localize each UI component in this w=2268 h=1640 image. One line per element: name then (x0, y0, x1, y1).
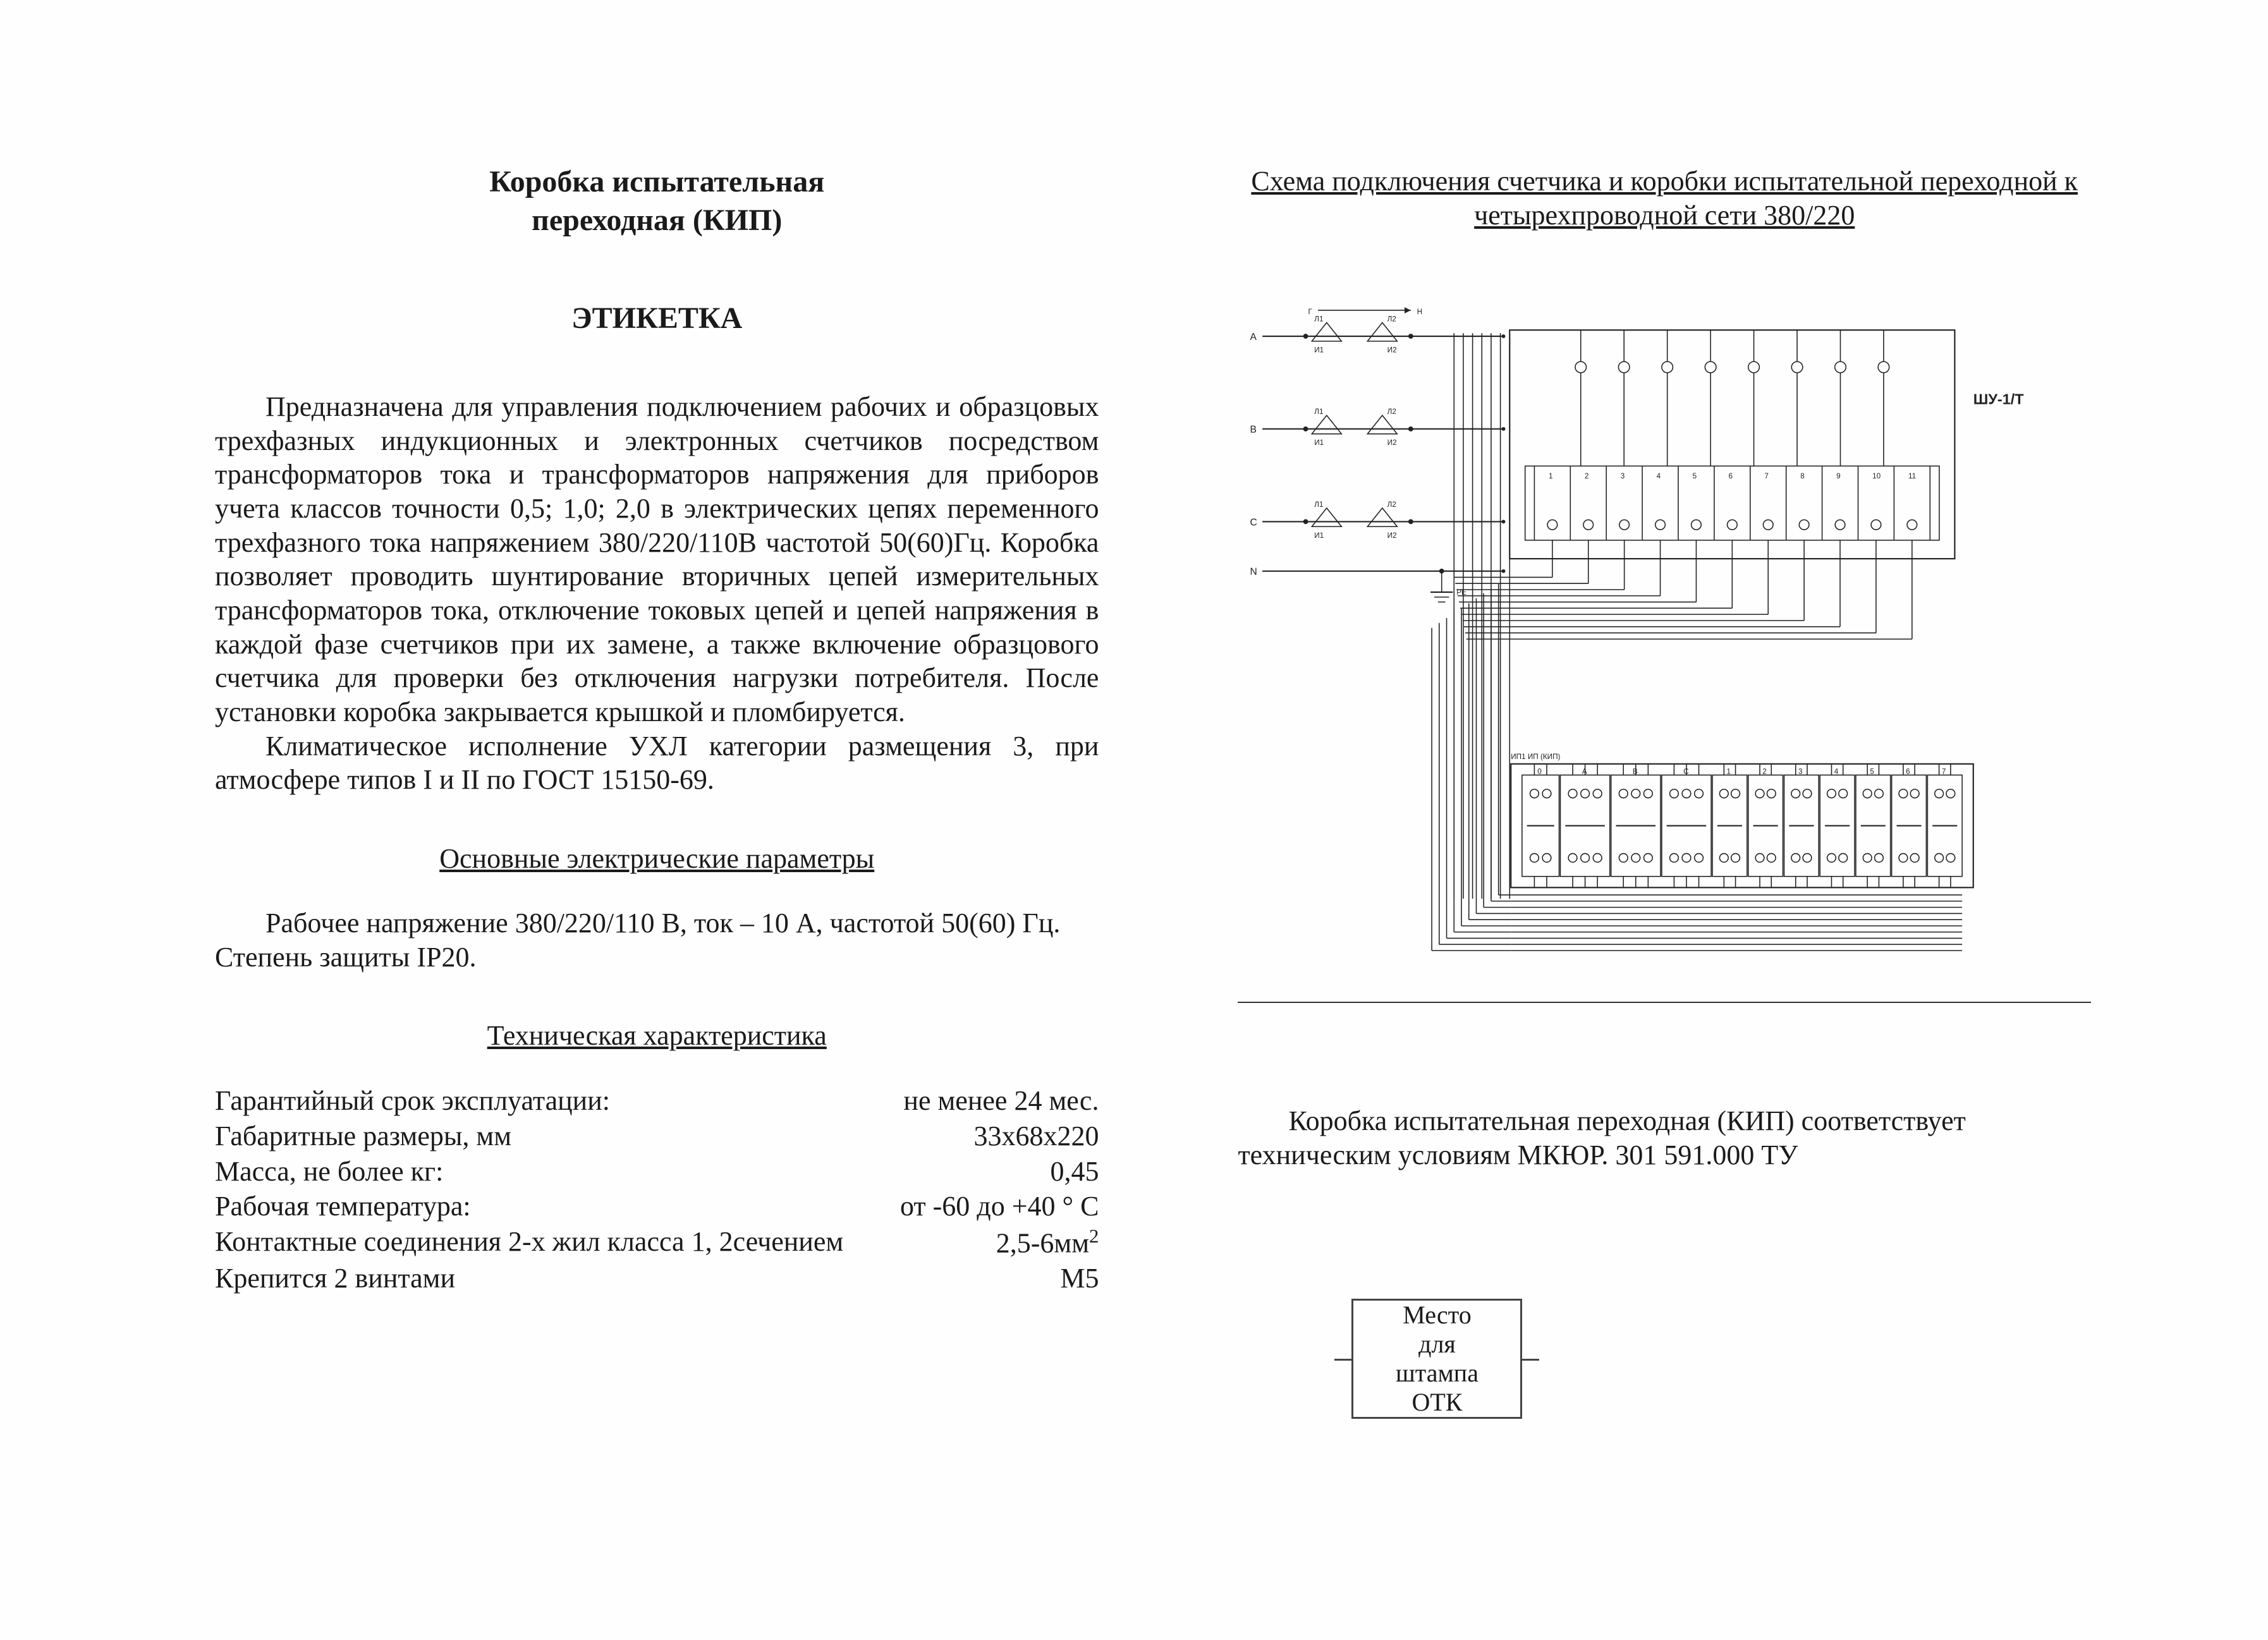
section-electrical-params: Основные электрические параметры (215, 842, 1099, 875)
svg-text:И2: И2 (1387, 439, 1397, 447)
svg-text:8: 8 (1801, 472, 1805, 480)
stamp-line: штампа (1396, 1359, 1478, 1388)
stamp-line: для (1418, 1330, 1456, 1359)
svg-text:И1: И1 (1315, 531, 1324, 540)
table-row: Контактные соединения 2-х жил класса 1, … (215, 1224, 1099, 1261)
compliance-text: Коробка испытательная переходная (КИП) с… (1238, 1104, 2091, 1172)
section-tech-spec: Техническая характеристика (215, 1019, 1099, 1052)
schema-title: Схема подключения счетчика и коробки исп… (1238, 164, 2091, 232)
table-row: Масса, не более кг:0,45 (215, 1154, 1099, 1189)
params-text: Рабочее напряжение 380/220/110 В, ток – … (215, 906, 1099, 974)
svg-text:C: C (1250, 518, 1257, 528)
svg-text:1: 1 (1549, 472, 1553, 480)
svg-text:Л1: Л1 (1315, 501, 1324, 509)
table-row: Рабочая температура:от -60 до +40 ° С (215, 1189, 1099, 1224)
intro-paragraph-1: Предназначена для управления подключение… (215, 390, 1099, 729)
svg-text:4: 4 (1657, 472, 1661, 480)
svg-text:11: 11 (1908, 472, 1916, 480)
svg-text:B: B (1250, 425, 1257, 435)
table-row: Гарантийный срок эксплуатации:не менее 2… (215, 1083, 1099, 1119)
svg-text:7: 7 (1942, 768, 1946, 776)
svg-text:2: 2 (1585, 472, 1589, 480)
table-row: Крепится 2 винтамиМ5 (215, 1261, 1099, 1296)
svg-text:2: 2 (1763, 768, 1767, 776)
svg-text:6: 6 (1729, 472, 1733, 480)
svg-text:Л2: Л2 (1387, 315, 1396, 324)
svg-text:Л2: Л2 (1387, 501, 1396, 509)
svg-text:5: 5 (1693, 472, 1697, 480)
svg-text:4: 4 (1834, 768, 1839, 776)
svg-text:И2: И2 (1387, 346, 1397, 355)
svg-text:6: 6 (1906, 768, 1911, 776)
svg-text:И2: И2 (1387, 531, 1397, 540)
title-line-1: Коробка испытательная (215, 164, 1099, 199)
stamp-placeholder: Место для штампа ОТК (1351, 1299, 1522, 1419)
svg-text:И1: И1 (1315, 346, 1324, 355)
stamp-line: Место (1403, 1301, 1472, 1330)
svg-text:A: A (1250, 332, 1257, 343)
table-row: Габаритные размеры, мм33х68х220 (215, 1119, 1099, 1154)
svg-text:ИП1 ИП (КИП): ИП1 ИП (КИП) (1511, 753, 1561, 761)
svg-text:5: 5 (1870, 768, 1875, 776)
svg-text:И1: И1 (1315, 439, 1324, 447)
svg-text:Л2: Л2 (1387, 408, 1396, 416)
svg-text:B: B (1633, 768, 1638, 776)
right-column: Схема подключения счетчика и коробки исп… (1238, 164, 2091, 1419)
left-column: Коробка испытательная переходная (КИП) Э… (215, 164, 1099, 1419)
svg-text:3: 3 (1621, 472, 1625, 480)
svg-text:3: 3 (1798, 768, 1803, 776)
svg-text:0: 0 (1538, 768, 1542, 776)
svg-text:ШУ-1/Т: ШУ-1/Т (1973, 391, 2025, 408)
svg-text:Л1: Л1 (1315, 315, 1324, 324)
svg-text:7: 7 (1765, 472, 1769, 480)
stamp-line: ОТК (1411, 1388, 1462, 1417)
svg-text:N: N (1250, 567, 1257, 578)
svg-text:10: 10 (1873, 472, 1882, 480)
wiring-diagram: ШУ-1/Т1234567891011AЛ1Л2И1И2BЛ1Л2И1И2CЛ1… (1238, 289, 2091, 1003)
svg-text:Н: Н (1417, 308, 1422, 316)
spec-table: Гарантийный срок эксплуатации:не менее 2… (215, 1083, 1099, 1296)
intro-paragraph-2: Климатическое исполнение УХЛ категории р… (215, 729, 1099, 797)
svg-text:9: 9 (1837, 472, 1841, 480)
title-line-2: переходная (КИП) (215, 203, 1099, 238)
svg-text:Л1: Л1 (1315, 408, 1324, 416)
svg-text:1: 1 (1727, 768, 1731, 776)
label-heading: ЭТИКЕТКА (215, 301, 1099, 336)
svg-text:Г: Г (1308, 308, 1313, 316)
svg-text:A: A (1582, 768, 1587, 776)
